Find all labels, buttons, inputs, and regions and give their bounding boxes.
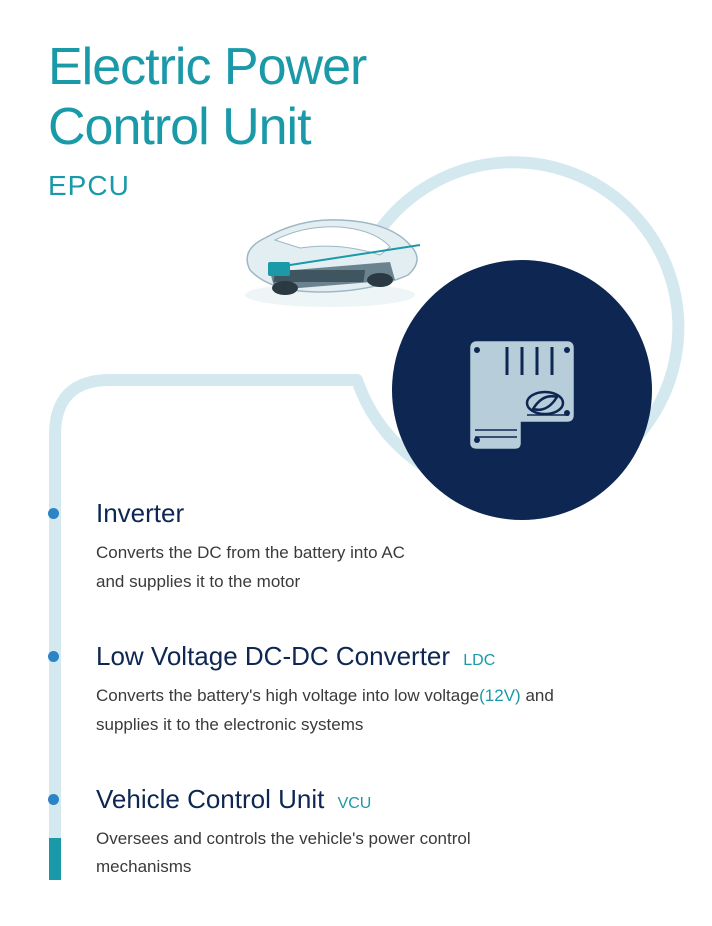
- item-abbr: VCU: [338, 795, 372, 812]
- item-title-text: Inverter: [96, 498, 184, 528]
- item-description: Converts the battery's high voltage into…: [96, 682, 596, 740]
- item-description: Converts the DC from the battery into AC…: [96, 539, 436, 597]
- list-item: Vehicle Control Unit VCU Oversees and co…: [48, 784, 648, 883]
- page-title: Electric Power Control Unit: [48, 38, 366, 158]
- feature-list: Inverter Converts the DC from the batter…: [48, 498, 648, 926]
- item-title: Inverter: [96, 498, 648, 529]
- bullet-icon: [48, 651, 59, 662]
- epcu-focus-circle: [392, 260, 652, 520]
- title-line-2: Control Unit: [48, 98, 366, 158]
- bullet-icon: [48, 794, 59, 805]
- item-title-text: Low Voltage DC-DC Converter: [96, 641, 450, 671]
- bullet-icon: [48, 508, 59, 519]
- item-title: Vehicle Control Unit VCU: [96, 784, 648, 815]
- item-abbr: LDC: [463, 652, 495, 669]
- list-item: Inverter Converts the DC from the batter…: [48, 498, 648, 597]
- list-item: Low Voltage DC-DC Converter LDC Converts…: [48, 641, 648, 740]
- page-subtitle: EPCU: [48, 170, 130, 202]
- epcu-module-icon: [447, 315, 597, 465]
- title-line-1: Electric Power: [48, 38, 366, 98]
- item-title-text: Vehicle Control Unit: [96, 784, 324, 814]
- item-title: Low Voltage DC-DC Converter LDC: [96, 641, 648, 672]
- item-description: Oversees and controls the vehicle's powe…: [96, 825, 496, 883]
- vehicle-illustration: [230, 200, 430, 310]
